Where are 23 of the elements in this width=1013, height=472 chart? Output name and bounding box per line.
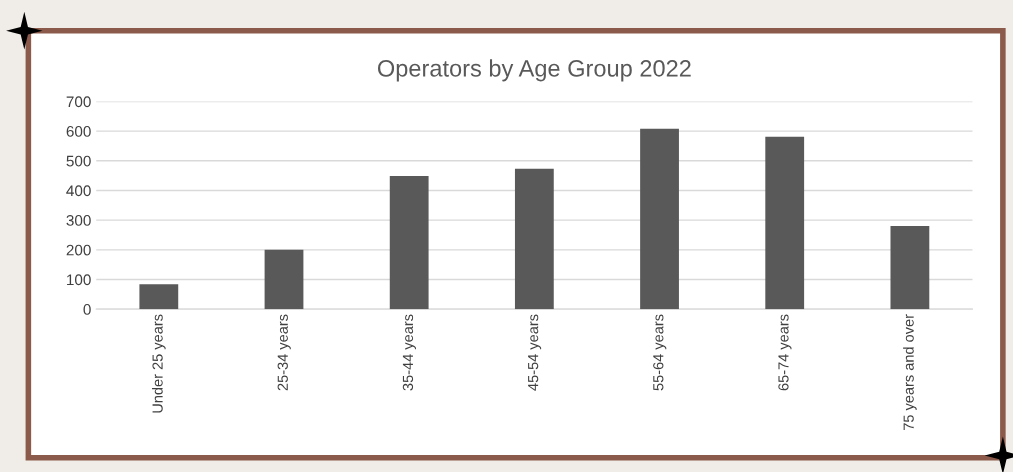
bar <box>640 128 679 310</box>
y-tick-label: 700 <box>66 96 91 108</box>
bar <box>890 226 930 310</box>
chart-title: Operators by Age Group 2022 <box>377 59 691 82</box>
x-tick-label: 55-64 years <box>653 314 667 391</box>
y-tick-label: 200 <box>66 244 91 256</box>
y-tick-label: 500 <box>66 155 91 167</box>
x-tick-label: 65-74 years <box>778 314 792 391</box>
bar <box>765 136 805 310</box>
x-tick-label: 25-34 years <box>277 314 291 391</box>
y-tick-label: 100 <box>67 274 91 286</box>
y-tick-label: 0 <box>83 304 91 315</box>
bar <box>264 249 304 310</box>
bar <box>139 284 179 310</box>
y-tick-label: 300 <box>66 215 91 226</box>
bar <box>389 175 429 310</box>
x-tick-label: 75 years and over <box>903 314 917 430</box>
y-tick-label: 600 <box>66 126 91 137</box>
x-tick-label: Under 25 years <box>152 314 166 413</box>
x-tick-label: 45-54 years <box>528 314 542 391</box>
y-tick-label: 400 <box>66 185 91 197</box>
x-tick-label: 35-44 years <box>402 314 416 391</box>
bar <box>514 168 554 310</box>
